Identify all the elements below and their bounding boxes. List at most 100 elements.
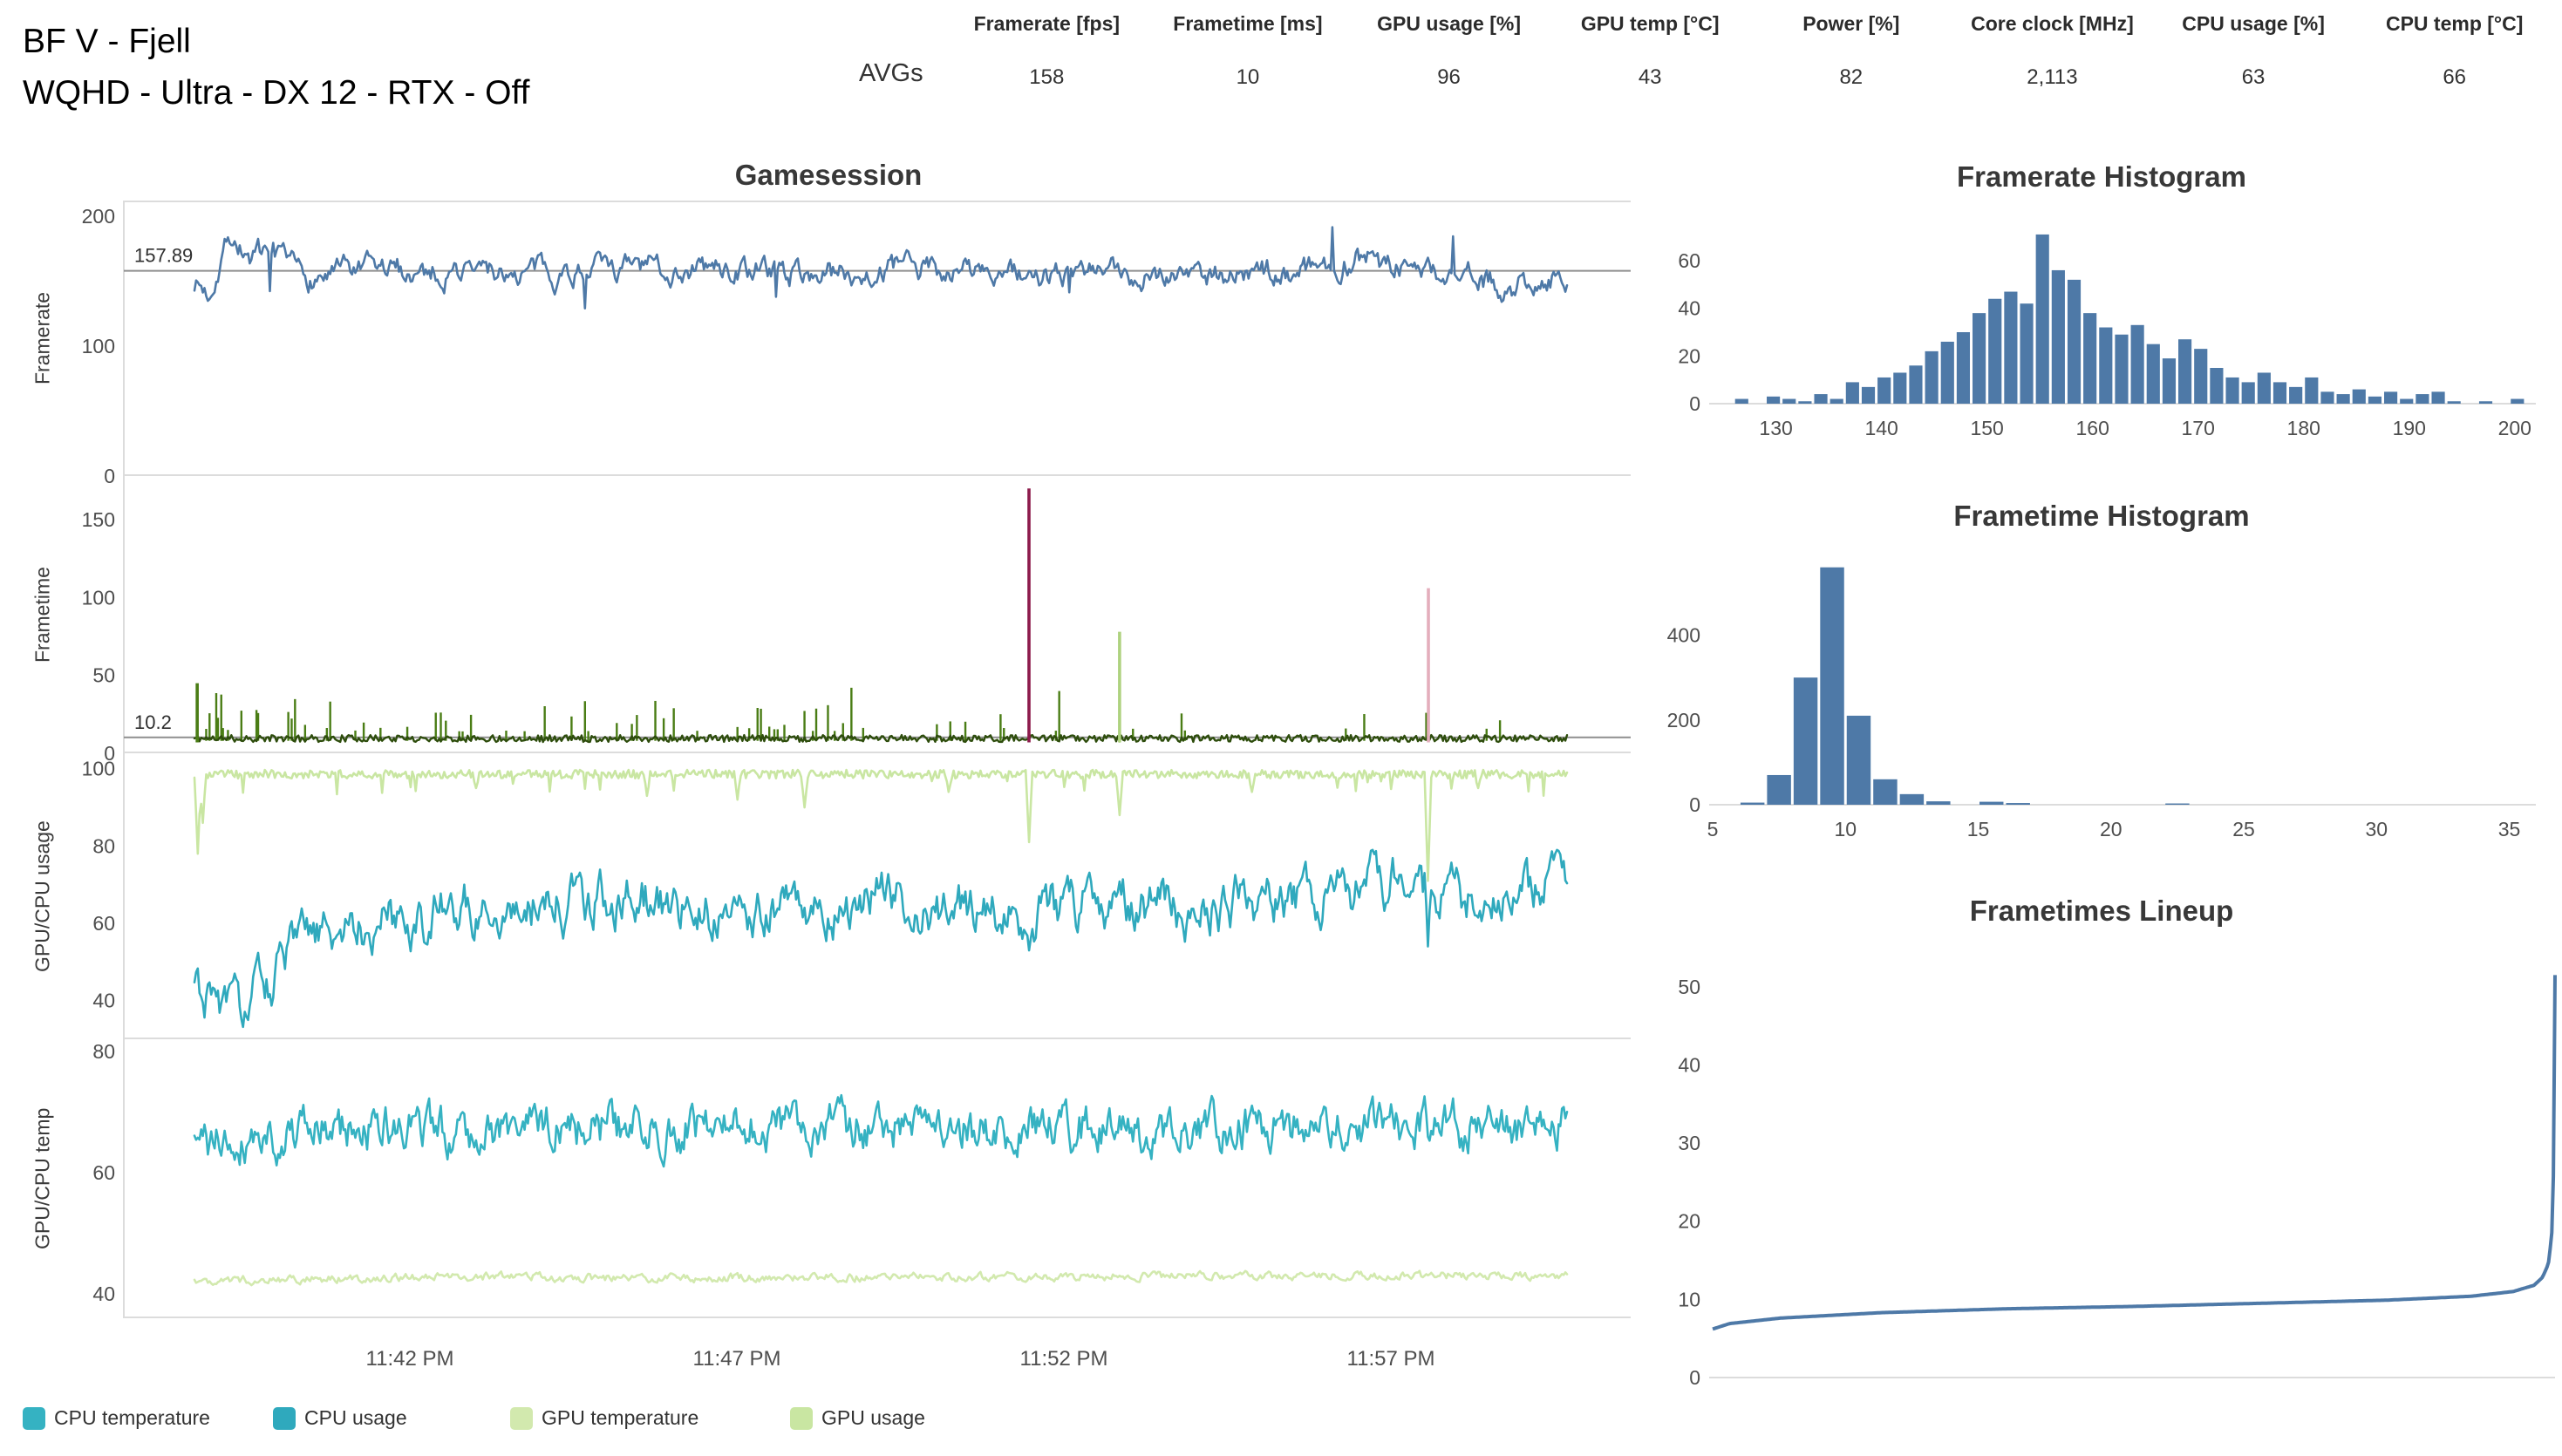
svg-text:100: 100 <box>82 586 115 609</box>
svg-text:50: 50 <box>92 664 115 687</box>
avg-metric: Frametime [ms] 10 <box>1148 12 1349 90</box>
svg-text:35: 35 <box>2498 818 2521 840</box>
svg-text:20: 20 <box>1678 344 1700 367</box>
svg-text:20: 20 <box>2100 818 2123 840</box>
avg-metric-value: 43 <box>1638 65 1662 89</box>
svg-text:40: 40 <box>92 1283 115 1305</box>
legend-label: GPU usage <box>821 1406 925 1429</box>
legend-swatch <box>23 1406 45 1430</box>
y-axis-label-usage: GPU/CPU usage <box>31 820 54 972</box>
chart-legend: CPU temperature CPU usage GPU temperature G… <box>0 1406 1029 1432</box>
avg-metric: GPU temp [°C] 43 <box>1550 12 1751 90</box>
svg-text:180: 180 <box>2287 417 2320 439</box>
svg-text:10.2: 10.2 <box>134 711 172 733</box>
temperature-timeseries-chart[interactable]: 40 60 80 <box>63 1039 1631 1318</box>
avg-metric: Framerate [fps] 158 <box>946 12 1148 90</box>
svg-text:200: 200 <box>1667 709 1700 731</box>
avg-metric-label: Frametime [ms] <box>1173 12 1323 35</box>
time-tick-label: 11:52 PM <box>1019 1347 1108 1371</box>
avg-metric-value: 2,113 <box>2027 65 2078 89</box>
legend-item[interactable]: CPU usage <box>273 1406 407 1430</box>
avg-metric-label: CPU temp [°C] <box>2385 12 2524 35</box>
legend-item[interactable]: CPU temperature <box>23 1406 210 1430</box>
svg-text:60: 60 <box>92 912 115 935</box>
time-tick-label: 11:47 PM <box>692 1347 781 1371</box>
settings-subtitle: WQHD - Ultra - DX 12 - RTX - Off <box>23 74 530 112</box>
legend-item[interactable]: GPU usage <box>790 1406 925 1430</box>
svg-text:30: 30 <box>2365 818 2388 840</box>
svg-text:200: 200 <box>82 205 115 228</box>
frametime-histogram-chart[interactable]: 0 200 400 5 10 15 20 25 30 35 <box>1648 545 2562 850</box>
svg-text:0: 0 <box>1689 793 1700 816</box>
svg-text:40: 40 <box>92 990 115 1012</box>
legend-item[interactable]: GPU temperature <box>510 1406 698 1430</box>
framerate-timeseries-chart[interactable]: 0 100 200 157.89 <box>63 201 1631 487</box>
avgs-label: AVGs <box>859 59 923 87</box>
avg-metric-value: 96 <box>1437 65 1461 89</box>
legend-swatch <box>273 1406 296 1430</box>
game-title: BF V - Fjell <box>23 23 191 60</box>
avg-metric-label: CPU usage [%] <box>2182 12 2325 35</box>
avg-metric-label: Core clock [MHz] <box>1971 12 2134 35</box>
frametime-histogram-title: Frametime Histogram <box>1953 500 2250 532</box>
avg-metric-value: 158 <box>1029 65 1065 89</box>
time-tick-label: 11:42 PM <box>365 1347 454 1371</box>
y-axis-label-temp: GPU/CPU temp <box>31 1107 54 1250</box>
legend-label: GPU temperature <box>542 1406 699 1429</box>
svg-text:80: 80 <box>92 834 115 857</box>
frametime-timeseries-chart[interactable]: 0 50 100 150 10.2 <box>63 476 1631 765</box>
avg-metric-label: GPU temp [°C] <box>1580 12 1720 35</box>
svg-text:190: 190 <box>2393 417 2426 439</box>
svg-text:100: 100 <box>82 758 115 780</box>
avg-metric-value: 66 <box>2443 65 2467 89</box>
svg-text:160: 160 <box>2076 417 2109 439</box>
svg-text:130: 130 <box>1759 417 1792 439</box>
svg-text:400: 400 <box>1667 624 1700 647</box>
svg-text:170: 170 <box>2182 417 2215 439</box>
svg-text:150: 150 <box>1970 417 2003 439</box>
svg-text:40: 40 <box>1678 1053 1700 1076</box>
svg-text:150: 150 <box>82 508 115 531</box>
svg-text:30: 30 <box>1678 1132 1700 1154</box>
time-axis-labels: 11:42 PM 11:47 PM 11:52 PM 11:57 PM <box>0 1347 1631 1375</box>
y-axis-label-framerate: Framerate <box>31 291 54 385</box>
svg-text:60: 60 <box>1678 249 1700 272</box>
svg-text:100: 100 <box>82 335 115 357</box>
svg-text:40: 40 <box>1678 297 1700 320</box>
avg-metric-value: 10 <box>1236 65 1260 89</box>
svg-text:15: 15 <box>1967 818 1990 840</box>
svg-text:0: 0 <box>1689 1366 1700 1389</box>
y-axis-label-frametime: Frametime <box>31 567 54 663</box>
avg-metric-label: Power [%] <box>1802 12 1900 35</box>
legend-swatch <box>510 1406 533 1430</box>
svg-text:157.89: 157.89 <box>134 245 193 267</box>
session-title: BF V - Fjell WQHD - Ultra - DX 12 - RTX … <box>23 16 529 119</box>
usage-timeseries-chart[interactable]: 40 60 80 100 <box>63 753 1631 1039</box>
svg-text:0: 0 <box>104 465 115 487</box>
avg-metric: Core clock [MHz] 2,113 <box>1952 12 2153 90</box>
frametimes-lineup-title: Frametimes Lineup <box>1969 895 2234 927</box>
avg-metric: Power [%] 82 <box>1751 12 1952 90</box>
avg-metric-value: 82 <box>1839 65 1864 89</box>
gamesession-title: Gamesession <box>734 159 923 191</box>
framerate-histogram-chart[interactable]: 0 20 40 60 130 140 150 160 170 180 190 200 <box>1648 209 2562 471</box>
svg-text:140: 140 <box>1864 417 1898 439</box>
avg-metric-value: 63 <box>2241 65 2266 89</box>
svg-text:60: 60 <box>92 1161 115 1184</box>
avg-metric: CPU temp [°C] 66 <box>2354 12 2555 90</box>
avg-metric: CPU usage [%] 63 <box>2153 12 2354 90</box>
svg-text:200: 200 <box>2498 417 2531 439</box>
svg-text:25: 25 <box>2232 818 2255 840</box>
svg-text:50: 50 <box>1678 976 1700 998</box>
svg-text:10: 10 <box>1834 818 1857 840</box>
framerate-histogram-title: Framerate Histogram <box>1957 160 2246 193</box>
frametimes-lineup-chart[interactable]: 0 10 20 30 40 50 <box>1648 940 2562 1411</box>
svg-text:20: 20 <box>1678 1210 1700 1233</box>
svg-text:10: 10 <box>1678 1288 1700 1310</box>
svg-text:5: 5 <box>1707 818 1719 840</box>
svg-text:0: 0 <box>1689 392 1700 415</box>
avg-metric: GPU usage [%] 96 <box>1348 12 1550 90</box>
legend-swatch <box>790 1406 813 1430</box>
avg-metric-label: GPU usage [%] <box>1377 12 1521 35</box>
